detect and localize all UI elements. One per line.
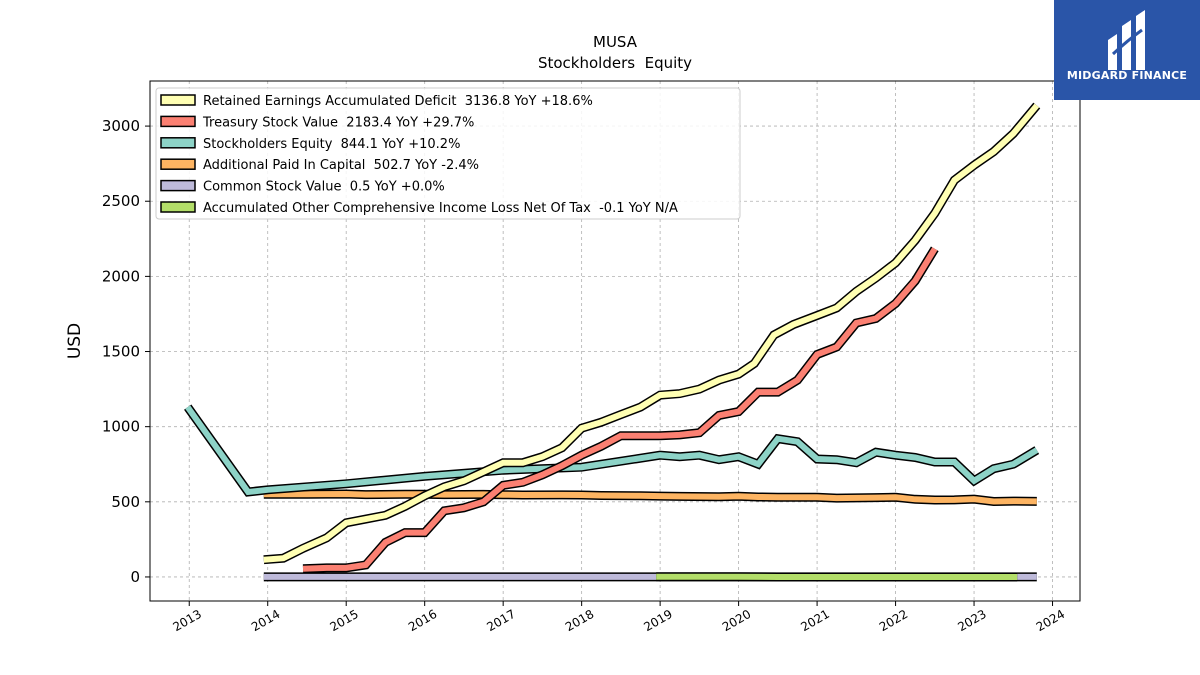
x-tick-label: 2024 — [1034, 607, 1067, 634]
brand-name: MIDGARD FINANCE — [1066, 69, 1188, 82]
legend-swatch — [160, 158, 196, 170]
x-tick-label: 2015 — [327, 607, 360, 634]
series-line-2 — [184, 404, 1040, 497]
legend-label: Additional Paid In Capital 502.7 YoY -2.… — [203, 158, 479, 173]
y-tick-label: 2000 — [102, 267, 140, 285]
legend-label: Stockholders Equity 844.1 YoY +10.2% — [203, 137, 460, 152]
legend-swatch — [160, 179, 196, 192]
legend-swatch — [160, 94, 196, 106]
legend-box — [155, 87, 741, 220]
series-line-3 — [263, 489, 1037, 507]
series-stroke — [263, 103, 1040, 563]
chart-title: MUSA — [593, 33, 638, 51]
y-axis-label: USD — [65, 323, 85, 359]
y-tick-label: 1000 — [102, 418, 140, 436]
y-tick-label: 1500 — [102, 343, 140, 361]
x-tick-label: 2023 — [955, 607, 988, 634]
series-layer — [184, 102, 1041, 582]
legend-label: Common Stock Value 0.5 YoY +0.0% — [203, 180, 445, 195]
midgard-logo-icon — [1108, 10, 1145, 70]
y-tick-label: 3000 — [102, 117, 140, 135]
series-stroke — [185, 405, 1039, 496]
series-line-0 — [263, 102, 1041, 565]
x-tick-label: 2013 — [171, 607, 204, 634]
legend-label: Accumulated Other Comprehensive Income L… — [203, 201, 678, 216]
x-tick-label: 2014 — [249, 607, 282, 634]
y-tick-label: 2500 — [102, 192, 140, 210]
x-tick-label: 2021 — [798, 607, 831, 634]
plot-frame — [149, 80, 1081, 602]
x-tick-label: 2020 — [720, 607, 753, 634]
legend-swatch — [160, 201, 196, 213]
x-tick-label: 2018 — [563, 607, 596, 634]
series-outline — [302, 246, 939, 574]
legend: Retained Earnings Accumulated Deficit 31… — [155, 87, 741, 220]
brand-logo: MIDGARD FINANCE — [1054, 0, 1200, 100]
x-tick-label: 2017 — [484, 607, 517, 634]
x-tick-label: 2019 — [641, 607, 674, 634]
x-tick-label: 2016 — [406, 607, 439, 634]
series-line-1 — [302, 246, 939, 574]
y-tick-label: 500 — [111, 493, 140, 511]
chart-subtitle: Stockholders Equity — [538, 54, 692, 72]
legend-label: Treasury Stock Value 2183.4 YoY +29.7% — [202, 115, 474, 130]
legend-label: Retained Earnings Accumulated Deficit 31… — [203, 94, 593, 109]
legend-swatch — [160, 115, 196, 128]
legend-swatch — [160, 137, 196, 149]
y-tick-label: 0 — [130, 568, 140, 586]
series-stroke — [302, 247, 938, 572]
x-tick-label: 2022 — [877, 607, 910, 634]
